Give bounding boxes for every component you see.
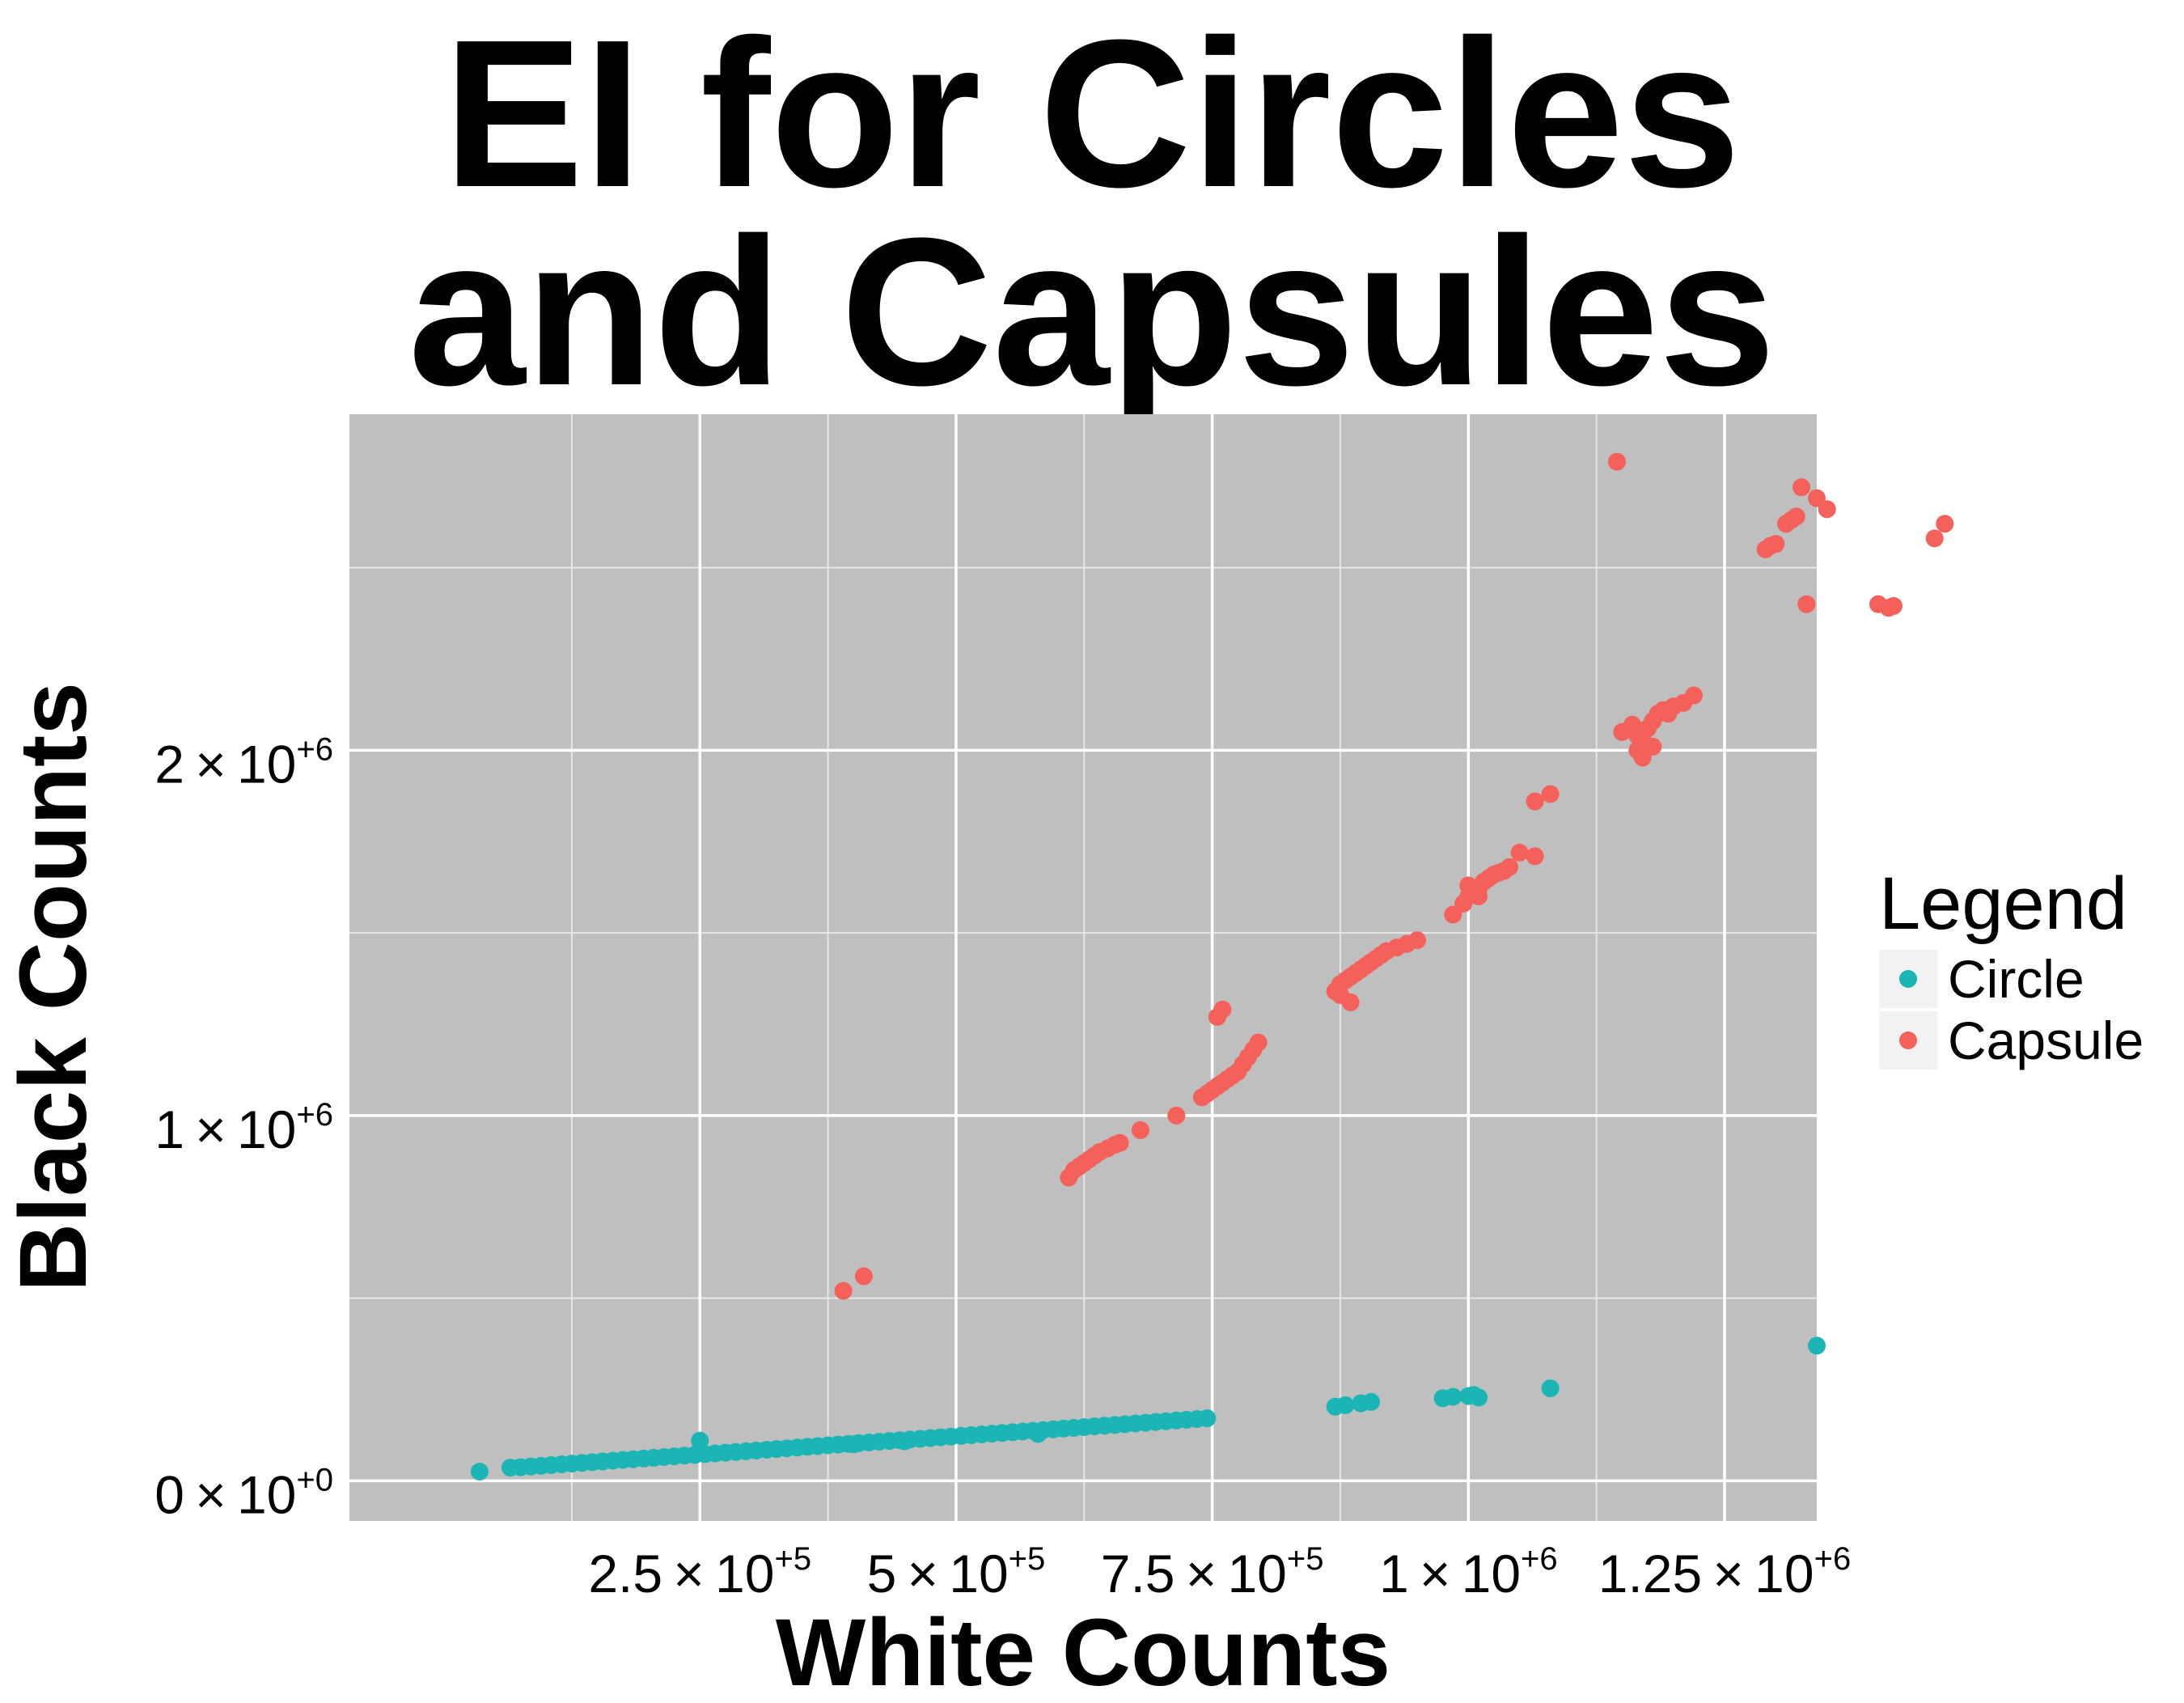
data-point — [1167, 1106, 1186, 1125]
data-point — [834, 1281, 853, 1300]
series-capsule — [834, 452, 1954, 1300]
data-point — [1628, 727, 1647, 745]
data-point — [1470, 1388, 1488, 1407]
data-point — [1936, 515, 1954, 533]
data-point — [1500, 858, 1518, 876]
legend-label: Capsule — [1948, 1010, 2144, 1070]
x-tick-label: 1.25 × 10+6 — [1598, 1541, 1851, 1603]
x-tick-label: 7.5 × 10+5 — [1101, 1541, 1324, 1603]
data-point — [1213, 1000, 1232, 1019]
data-point — [1198, 1409, 1217, 1428]
data-point — [1792, 478, 1810, 497]
data-point — [1029, 1425, 1048, 1443]
data-point — [1808, 1337, 1826, 1355]
data-point — [1111, 1133, 1129, 1152]
data-point — [895, 1432, 914, 1451]
data-point — [1526, 792, 1544, 811]
data-point — [1541, 785, 1560, 803]
x-tick-labels: 2.5 × 10+5 5 × 10+5 7.5 × 10+5 1 × 10+6 1.25… — [588, 1541, 1851, 1603]
x-tick-label: 2.5 × 10+5 — [588, 1541, 811, 1603]
data-point — [854, 1267, 873, 1286]
data-point — [1608, 452, 1626, 471]
legend-title: Legend — [1879, 862, 2127, 945]
x-tick-label: 5 × 10+5 — [867, 1541, 1046, 1603]
plot-panel — [349, 414, 1954, 1521]
data-point — [1131, 1121, 1149, 1139]
y-tick-label: 2 × 10+6 — [154, 731, 333, 794]
x-axis-title: White Counts — [776, 1599, 1390, 1699]
y-tick-label: 1 × 10+6 — [154, 1097, 333, 1159]
data-point — [1331, 985, 1349, 1004]
data-point — [1249, 1033, 1268, 1052]
data-point — [470, 1463, 489, 1481]
data-point — [1510, 843, 1529, 862]
data-point — [1526, 847, 1544, 866]
data-point — [691, 1431, 709, 1450]
data-point — [1767, 535, 1785, 553]
data-point — [1336, 1396, 1355, 1414]
data-point — [1787, 507, 1805, 526]
data-point — [1644, 737, 1662, 756]
data-point — [1818, 500, 1836, 519]
data-point — [1470, 888, 1488, 905]
data-point — [1685, 686, 1703, 705]
legend-label: Circle — [1948, 949, 2085, 1009]
legend-marker — [1899, 970, 1917, 988]
x-tick-label: 1 × 10+6 — [1379, 1541, 1558, 1603]
y-tick-label: 0 × 10+0 — [154, 1462, 333, 1524]
data-point — [1885, 597, 1903, 615]
chart-title-line-1: EI for Circles — [443, 0, 1741, 231]
data-point — [1925, 529, 1944, 548]
data-point — [1408, 931, 1426, 950]
data-point — [1362, 1392, 1380, 1411]
y-tick-labels: 0 × 10+0 1 × 10+6 2 × 10+6 — [154, 731, 333, 1524]
y-axis-title: Black Counts — [0, 682, 107, 1292]
chart-title-line-2: and Capsules — [408, 195, 1776, 430]
data-point — [1444, 1387, 1462, 1406]
plot-background — [349, 414, 1817, 1521]
legend-marker — [1899, 1032, 1917, 1049]
data-point — [1797, 595, 1816, 613]
series-circle — [470, 1337, 1826, 1481]
data-point — [1541, 1379, 1560, 1398]
data-point — [844, 1435, 863, 1454]
